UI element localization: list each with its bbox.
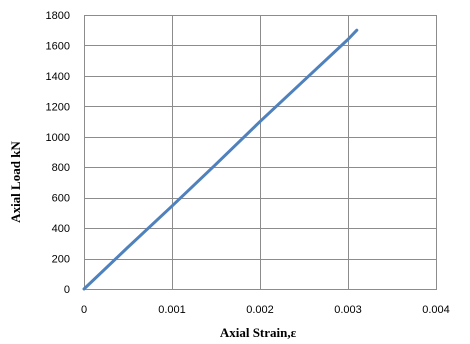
x-tick-label: 0.001	[158, 304, 186, 316]
plot-area-border	[84, 15, 437, 290]
y-tick-label: 800	[52, 162, 70, 174]
x-tick-label: 0.004	[422, 304, 450, 316]
y-axis-title: Axial Load kN	[8, 141, 23, 223]
y-tick-label: 0	[64, 284, 70, 296]
y-tick-label: 1800	[46, 10, 70, 22]
x-axis-title: Axial Strain,ε	[220, 325, 297, 340]
x-axis-tick-labels: 0 0.001 0.002 0.003 0.004	[81, 304, 450, 316]
y-tick-label: 1200	[46, 101, 70, 113]
series-line-0	[82, 28, 359, 291]
y-tick-label: 600	[52, 193, 70, 205]
y-tick-label: 400	[52, 223, 70, 235]
y-axis-tick-labels: 0 200 400 600 800 1000 1200 1400 1600 1800	[46, 10, 70, 296]
y-tick-label: 200	[52, 254, 70, 266]
y-tick-label: 1600	[46, 40, 70, 52]
x-tick-label: 0.003	[334, 304, 362, 316]
y-tick-label: 1000	[46, 132, 70, 144]
x-tick-label: 0	[81, 304, 87, 316]
series-layer	[82, 28, 359, 291]
x-tick-label: 0.002	[246, 304, 274, 316]
y-tick-label: 1400	[46, 71, 70, 83]
